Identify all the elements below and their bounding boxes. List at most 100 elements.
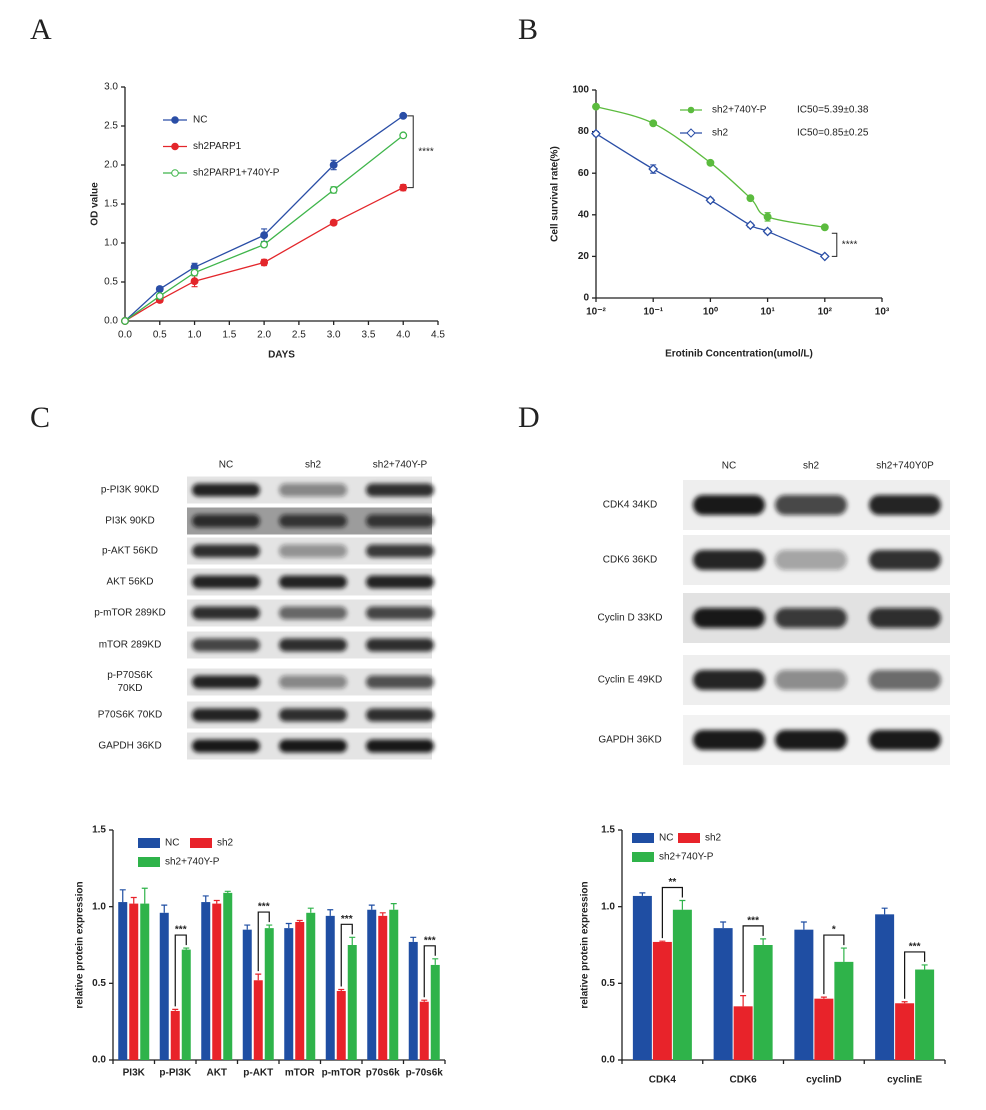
annotation: **** bbox=[842, 239, 858, 250]
blot-row-label: AKT 56KD bbox=[106, 577, 153, 588]
blot-row-label: p-PI3K 90KD bbox=[101, 485, 159, 496]
blot-row-label: Cyclin E 49KD bbox=[598, 675, 662, 686]
blot-band bbox=[192, 708, 260, 722]
blot-band bbox=[693, 495, 765, 515]
blot-band bbox=[693, 730, 765, 750]
bar bbox=[733, 1006, 753, 1060]
blot-band bbox=[366, 739, 434, 753]
blot-band bbox=[693, 608, 765, 628]
y-tick-label: 100 bbox=[572, 85, 589, 96]
blot-column-label: NC bbox=[722, 461, 736, 472]
error-bar bbox=[244, 924, 251, 930]
data-point bbox=[591, 128, 601, 139]
error-bar bbox=[266, 924, 273, 929]
data-point bbox=[746, 194, 755, 203]
data-point bbox=[819, 251, 830, 262]
error-bar bbox=[296, 919, 303, 922]
bar bbox=[367, 909, 377, 1060]
legend-label: sh2PARP1+740Y-P bbox=[193, 168, 280, 179]
y-tick-label: 1.0 bbox=[92, 901, 106, 912]
bar bbox=[834, 961, 854, 1060]
y-tick-label: 60 bbox=[578, 168, 590, 179]
bar bbox=[430, 964, 440, 1060]
y-tick-label: 20 bbox=[578, 251, 590, 262]
x-tick-label: 10¹ bbox=[760, 307, 775, 318]
x-tick-label: 4.0 bbox=[396, 330, 410, 341]
x-tick-label: 3.0 bbox=[327, 330, 341, 341]
blot-column-label: sh2 bbox=[305, 460, 322, 471]
blot-row-label: p-P70S6K bbox=[107, 670, 153, 681]
error-bar bbox=[141, 887, 148, 904]
significance-bracket bbox=[257, 911, 270, 972]
x-tick-label: PI3K bbox=[123, 1068, 146, 1079]
bar bbox=[306, 912, 316, 1060]
bar bbox=[408, 941, 418, 1060]
x-tick-label: CDK6 bbox=[730, 1075, 758, 1086]
error-bar bbox=[421, 999, 428, 1002]
error-bar bbox=[349, 936, 356, 945]
legend-marker bbox=[687, 106, 695, 114]
blot-row-label: p-AKT 56KD bbox=[102, 546, 158, 557]
bar bbox=[389, 909, 399, 1060]
blot-band bbox=[279, 739, 347, 753]
bar bbox=[378, 915, 388, 1060]
blot-band bbox=[279, 483, 347, 497]
blot-band bbox=[279, 606, 347, 620]
legend-marker bbox=[171, 116, 179, 124]
significance-bracket bbox=[407, 115, 414, 189]
legend-swatch bbox=[678, 833, 700, 843]
y-tick-label: 2.0 bbox=[104, 160, 118, 171]
significance-bracket bbox=[174, 934, 187, 1007]
data-point bbox=[762, 226, 773, 237]
blot-band bbox=[192, 739, 260, 753]
blot-band bbox=[192, 514, 260, 528]
error-bar bbox=[639, 892, 646, 896]
x-tick-label: p-PI3K bbox=[159, 1068, 191, 1079]
blot-band bbox=[869, 550, 941, 570]
y-tick-label: 2.5 bbox=[104, 121, 118, 132]
annotation: **** bbox=[418, 146, 434, 157]
x-tick-label: 10² bbox=[818, 307, 833, 318]
fit-curve bbox=[595, 133, 826, 257]
bar bbox=[875, 914, 895, 1060]
error-bar bbox=[327, 909, 334, 916]
data-point bbox=[592, 102, 600, 111]
panel-letter: B bbox=[518, 13, 538, 46]
blot-band bbox=[869, 608, 941, 628]
series-line bbox=[124, 134, 404, 322]
error-bar bbox=[130, 896, 137, 904]
blot-band bbox=[366, 708, 434, 722]
legend-marker bbox=[171, 142, 179, 151]
blot-band bbox=[693, 670, 765, 690]
series-line bbox=[124, 187, 404, 322]
x-tick-label: 2.5 bbox=[292, 330, 306, 341]
data-point bbox=[399, 131, 408, 140]
significance-bracket bbox=[823, 934, 845, 995]
error-bar bbox=[840, 947, 847, 962]
y-axis-label: relative protein expression bbox=[580, 881, 591, 1008]
y-tick-label: 1.5 bbox=[92, 825, 106, 836]
data-point bbox=[763, 212, 772, 221]
blot-band bbox=[192, 544, 260, 558]
x-tick-label: p-70s6k bbox=[406, 1068, 444, 1079]
legend-swatch bbox=[632, 833, 654, 843]
y-tick-label: 0.5 bbox=[104, 277, 118, 288]
x-tick-label: p70s6k bbox=[366, 1068, 400, 1079]
blot-column-label: sh2 bbox=[803, 461, 820, 472]
bar bbox=[181, 949, 191, 1060]
blot-row-label: CDK4 34KD bbox=[603, 500, 657, 511]
blot-band bbox=[366, 514, 434, 528]
error-bar bbox=[202, 895, 209, 903]
blot-row-label: P70S6K 70KD bbox=[98, 710, 163, 721]
legend-label: sh2 bbox=[217, 838, 234, 849]
legend-label: sh2 bbox=[712, 128, 729, 139]
bar bbox=[753, 945, 773, 1060]
blot-band bbox=[366, 483, 434, 497]
bar bbox=[336, 991, 346, 1060]
blot-band bbox=[366, 638, 434, 652]
blot-row-label: 70KD bbox=[117, 683, 142, 694]
y-tick-label: 3.0 bbox=[104, 82, 118, 93]
blot-row-label: GAPDH 36KD bbox=[598, 735, 661, 746]
error-bar bbox=[679, 899, 686, 910]
